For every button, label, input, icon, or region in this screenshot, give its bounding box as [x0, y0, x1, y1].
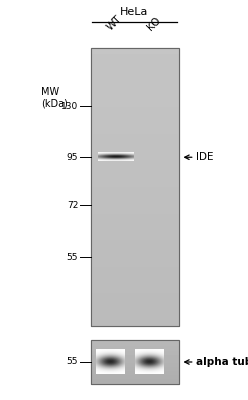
Text: 55: 55	[67, 252, 78, 262]
Text: 72: 72	[67, 200, 78, 210]
Bar	[91, 340, 179, 384]
Text: 95: 95	[67, 153, 78, 162]
Text: HeLa: HeLa	[120, 7, 149, 17]
Text: IDE: IDE	[196, 152, 214, 162]
Text: MW
(kDa): MW (kDa)	[41, 87, 68, 108]
Text: 55: 55	[67, 358, 78, 366]
Bar	[91, 48, 179, 326]
Text: WT: WT	[105, 13, 124, 32]
Bar	[91, 340, 179, 384]
Text: 130: 130	[61, 102, 78, 111]
Text: KO: KO	[145, 15, 162, 32]
Bar	[91, 48, 179, 326]
Text: alpha tubulin: alpha tubulin	[196, 357, 248, 367]
